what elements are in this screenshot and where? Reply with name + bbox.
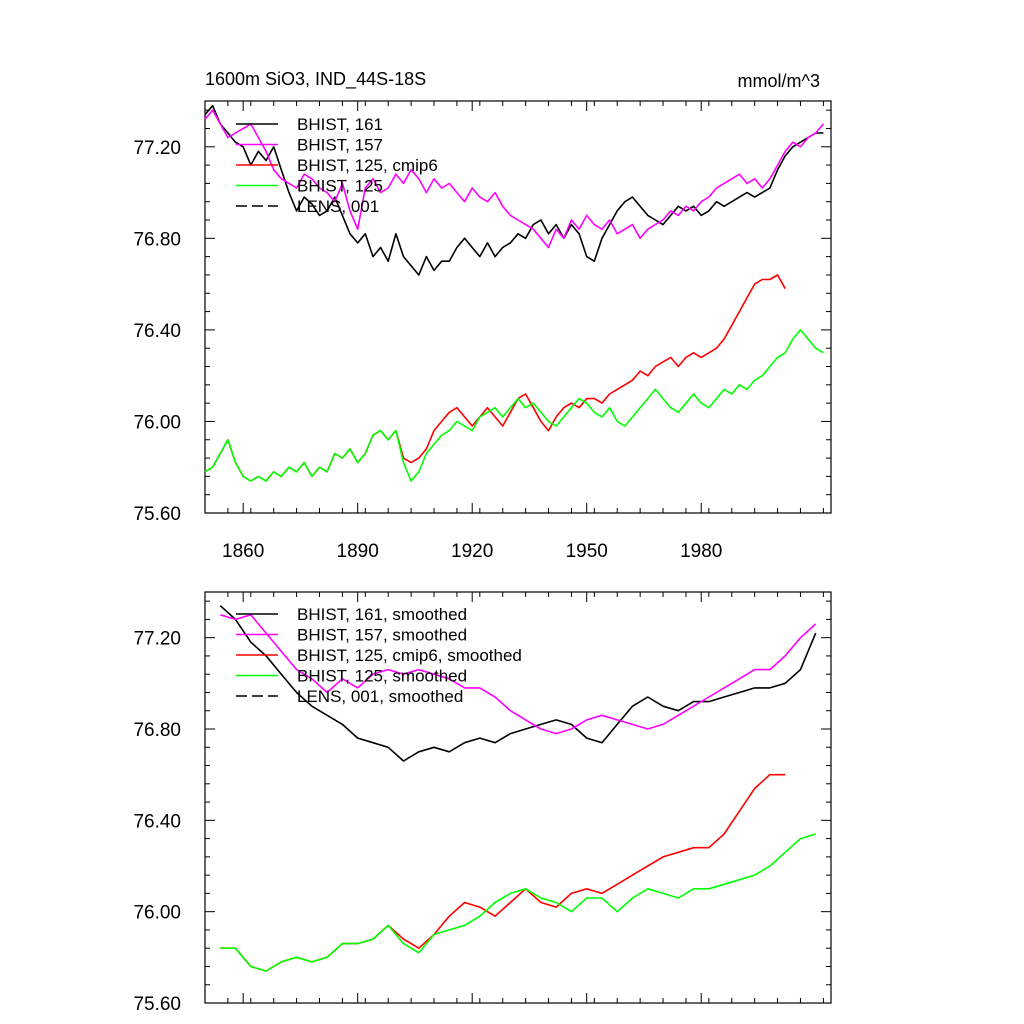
- top-series-group: [204, 104, 825, 482]
- series-line-0: [219, 605, 817, 762]
- top-plot-frame: [204, 100, 832, 514]
- y-tick-label: 76.80: [133, 720, 181, 741]
- top-panel: 1600m SiO3, IND_44S-18S mmol/m^3 1860 189…: [133, 69, 832, 562]
- bottom-axis-ticks: 75.60 76.00 76.40 76.80 77.20: [133, 592, 831, 1015]
- y-tick-label: 77.20: [133, 138, 181, 159]
- legend-label: BHIST, 161, smoothed: [297, 605, 467, 624]
- y-tick-label: 75.60: [133, 504, 181, 525]
- legend-label: BHIST, 125, cmip6: [297, 156, 438, 175]
- series-line-3: [220, 833, 816, 972]
- bottom-series-group: [219, 605, 817, 972]
- x-tick-label: 1890: [337, 541, 379, 562]
- legend-label: BHIST, 157: [297, 136, 383, 155]
- series-line-1: [204, 109, 825, 249]
- top-plot-units: mmol/m^3: [738, 71, 820, 91]
- x-tick-label: 1860: [222, 541, 264, 562]
- series-line-2: [204, 274, 786, 482]
- legend-label: BHIST, 125, cmip6, smoothed: [297, 646, 522, 665]
- y-tick-label: 76.00: [133, 903, 181, 924]
- x-tick-label: 1920: [451, 541, 493, 562]
- y-tick-label: 76.40: [133, 811, 181, 832]
- x-tick-label: 1980: [680, 541, 722, 562]
- y-tick-label: 75.60: [133, 994, 181, 1015]
- y-tick-label: 76.80: [133, 229, 181, 250]
- legend-label: BHIST, 161: [297, 115, 383, 134]
- series-line-2: [220, 773, 786, 972]
- legend-label: BHIST, 125: [297, 177, 383, 196]
- series-line-3: [204, 329, 824, 482]
- y-tick-label: 76.00: [133, 412, 181, 433]
- series-line-1: [220, 614, 817, 735]
- bottom-panel: 75.60 76.00 76.40 76.80 77.20 BHIST, 161, sm…: [133, 591, 832, 1015]
- x-tick-label: 1950: [566, 541, 608, 562]
- series-line-0: [204, 104, 824, 276]
- legend-label: LENS, 001: [297, 197, 379, 216]
- y-tick-label: 76.40: [133, 321, 181, 342]
- legend-label: LENS, 001, smoothed: [297, 687, 463, 706]
- legend-label: BHIST, 157, smoothed: [297, 626, 467, 645]
- y-tick-label: 77.20: [133, 629, 181, 650]
- top-plot-title: 1600m SiO3, IND_44S-18S: [205, 69, 426, 90]
- top-axis-ticks: 1860 1890 1920 1950 1980 75.60 76.00 76.40 76.80…: [133, 101, 831, 562]
- bottom-plot-frame: [204, 591, 832, 1004]
- bottom-legend: BHIST, 161, smoothed BHIST, 157, smoothed…: [236, 605, 522, 706]
- legend-label: BHIST, 125, smoothed: [297, 667, 467, 686]
